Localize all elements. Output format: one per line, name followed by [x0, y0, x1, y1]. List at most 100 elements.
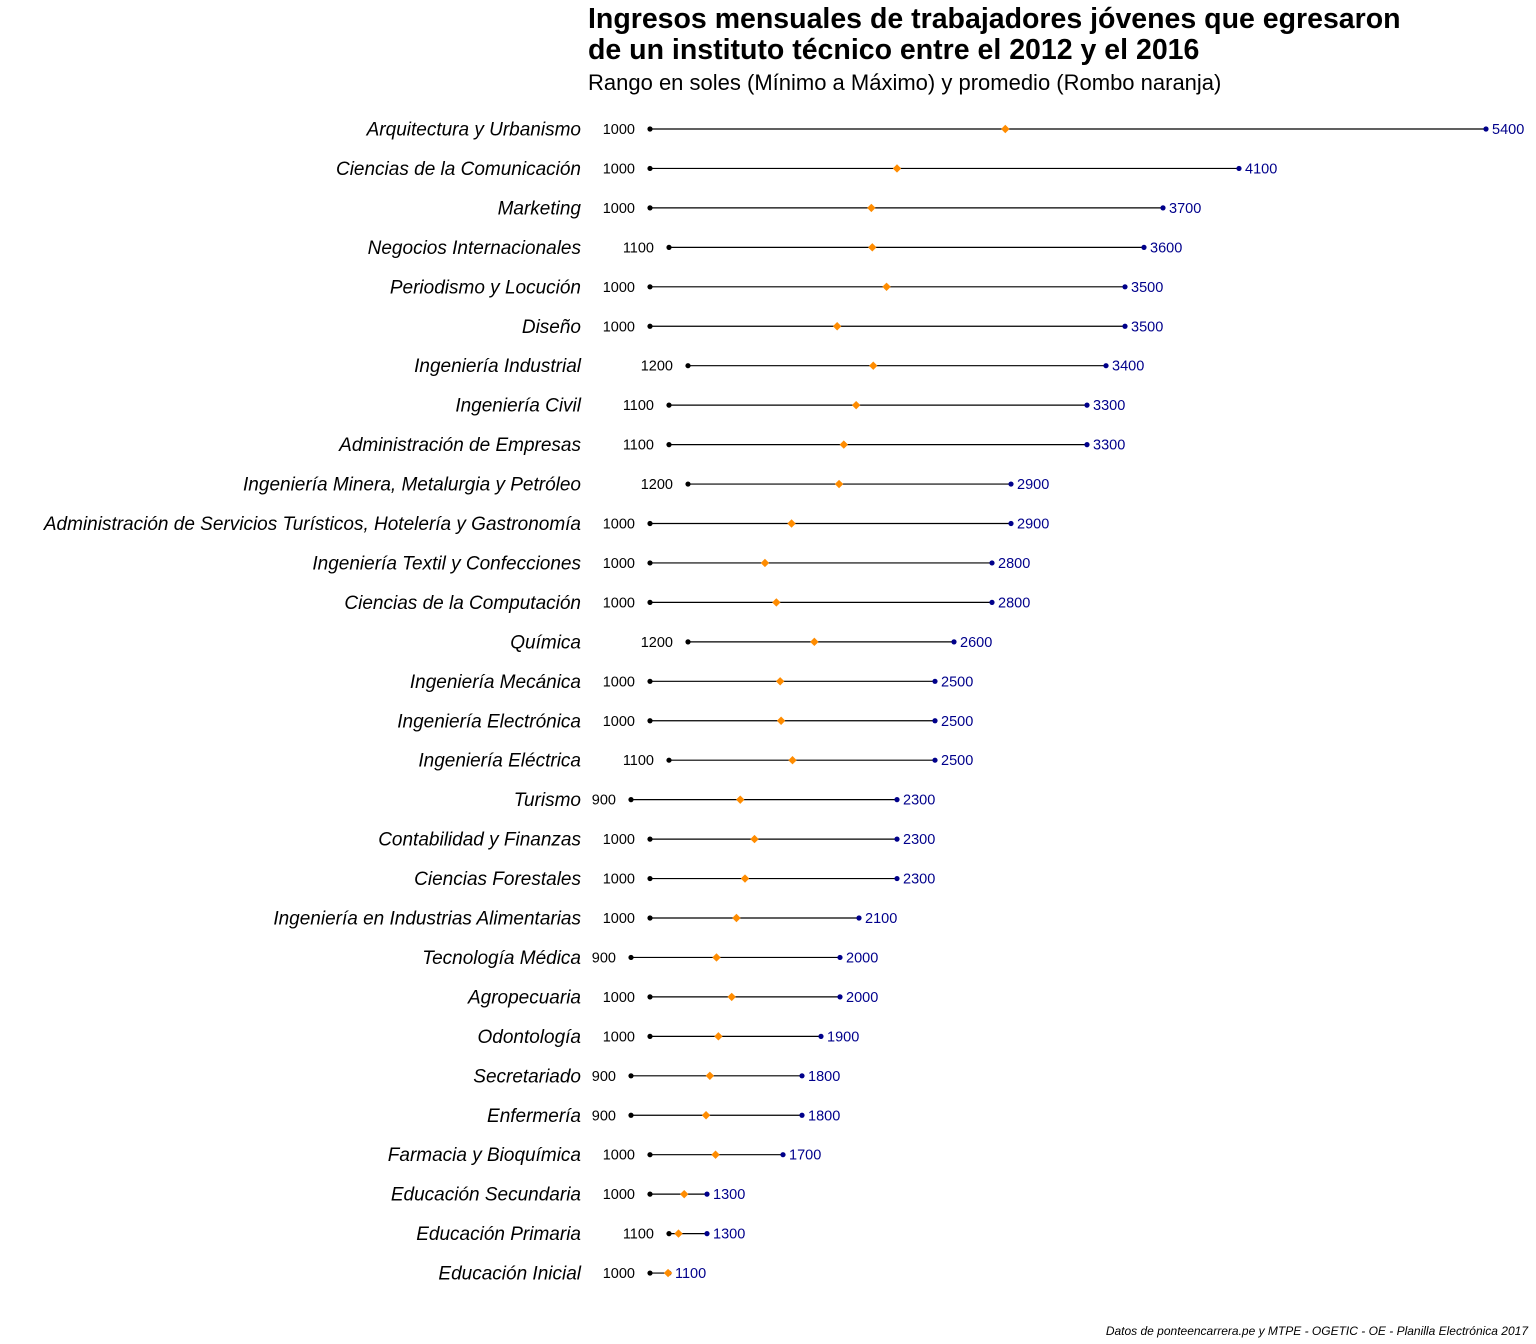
mean-diamond [867, 203, 876, 213]
min-point [628, 954, 634, 961]
category-label: Ciencias de la Computación [344, 593, 581, 614]
min-point [647, 1033, 653, 1039]
mean-diamond [788, 756, 797, 765]
chart-subtitle: Rango en soles (Mínimo a Máximo) y prome… [588, 70, 1222, 95]
max-point [704, 1191, 710, 1197]
min-value-label: 1200 [641, 359, 673, 375]
min-value-label: 1100 [623, 240, 654, 256]
max-value-label: 1300 [713, 1187, 745, 1203]
mean-diamond [787, 519, 796, 528]
mean-diamond [851, 400, 861, 410]
max-value-label: 2300 [903, 832, 935, 848]
mean-diamond [680, 1189, 689, 1199]
category-label: Turismo [514, 790, 581, 811]
category-label: Secretariado [473, 1066, 581, 1087]
min-value-label: 1100 [623, 753, 654, 769]
mean-diamond [727, 992, 736, 1002]
category-label: Negocios Internacionales [368, 238, 582, 259]
max-point [799, 1112, 805, 1118]
mean-diamond [711, 1150, 720, 1159]
max-value-label: 1800 [808, 1108, 840, 1124]
max-value-label: 5400 [1492, 122, 1524, 138]
max-value-label: 2800 [998, 556, 1030, 572]
min-point [666, 757, 672, 763]
category-label: Enfermería [487, 1106, 581, 1127]
max-value-label: 2900 [1017, 477, 1049, 493]
max-point [704, 1231, 710, 1237]
min-point [685, 481, 691, 487]
max-point [856, 915, 862, 921]
max-point [932, 757, 938, 763]
max-point [932, 718, 938, 724]
min-value-label: 1000 [603, 201, 635, 217]
min-value-label: 1000 [603, 161, 635, 177]
min-point [647, 520, 653, 527]
min-value-label: 1000 [603, 990, 635, 1006]
min-value-label: 1000 [603, 280, 635, 296]
min-point [647, 678, 653, 684]
max-value-label: 1900 [827, 1029, 859, 1045]
min-point [685, 639, 691, 645]
max-point [1008, 520, 1014, 527]
min-point [647, 126, 653, 132]
max-value-label: 1300 [713, 1227, 745, 1243]
category-label: Ingeniería Textil y Confecciones [312, 553, 581, 574]
min-point [647, 599, 653, 606]
category-label: Farmacia y Bioquímica [388, 1145, 581, 1166]
max-value-label: 3600 [1150, 240, 1182, 256]
min-point [647, 284, 653, 290]
min-point [647, 1270, 653, 1276]
mean-diamond [712, 953, 721, 962]
min-point [666, 1231, 672, 1237]
min-value-label: 900 [592, 793, 616, 809]
mean-diamond [705, 1071, 715, 1080]
max-point [894, 875, 900, 882]
mean-diamond [839, 440, 848, 449]
max-value-label: 3400 [1112, 359, 1144, 375]
max-value-label: 2500 [941, 674, 973, 690]
mean-diamond [701, 1111, 711, 1120]
min-value-label: 1000 [603, 1187, 635, 1203]
mean-diamond [869, 361, 878, 370]
min-value-label: 1100 [623, 398, 654, 414]
max-point [837, 994, 843, 1000]
data-points [628, 124, 1489, 1278]
category-label: Ciencias Forestales [414, 869, 581, 890]
category-label: Ciencias de la Comunicación [336, 159, 581, 180]
mean-diamond [868, 243, 877, 252]
min-value-label: 1000 [603, 832, 635, 848]
category-label: Odontología [477, 1027, 581, 1048]
min-value-label: 1000 [603, 1266, 635, 1282]
mean-diamond [674, 1229, 683, 1238]
category-label: Educación Inicial [438, 1264, 581, 1285]
min-value-label: 1000 [603, 1029, 635, 1045]
max-value-label: 2000 [846, 950, 878, 966]
mean-diamond [776, 716, 786, 725]
min-value-label: 1100 [623, 1227, 654, 1243]
min-point [647, 1191, 653, 1197]
min-value-label: 1000 [603, 556, 635, 572]
category-label: Agropecuaria [467, 987, 581, 1008]
max-point [1084, 442, 1090, 448]
max-value-label: 3300 [1093, 398, 1125, 414]
max-point [818, 1033, 824, 1039]
max-point [1160, 205, 1166, 211]
category-label: Ingeniería Mecánica [410, 672, 581, 693]
min-point [666, 442, 672, 448]
chart-title: Ingresos mensuales de trabajadores jóven… [588, 3, 1401, 66]
min-value-label: 1000 [603, 714, 635, 730]
min-value-label: 1000 [603, 1148, 635, 1164]
max-point [894, 797, 900, 803]
category-label: Química [510, 632, 581, 653]
category-labels: Arquitectura y Urbanismo Ciencias de la C… [43, 120, 582, 1285]
value-labels: 1000 5400 1000 4100 1000 3700 1100 3600 1000 3500… [592, 122, 1524, 1282]
min-point [647, 205, 653, 211]
max-value-label: 2500 [941, 753, 973, 769]
category-label: Ingeniería Eléctrica [418, 751, 581, 772]
mean-diamond [1001, 124, 1010, 134]
min-value-label: 1200 [641, 477, 673, 493]
category-label: Educación Secundaria [391, 1185, 581, 1206]
max-value-label: 2800 [998, 595, 1030, 611]
chart-caption: Datos de ponteencarrera.pe y MTPE - OGET… [1105, 1324, 1528, 1338]
